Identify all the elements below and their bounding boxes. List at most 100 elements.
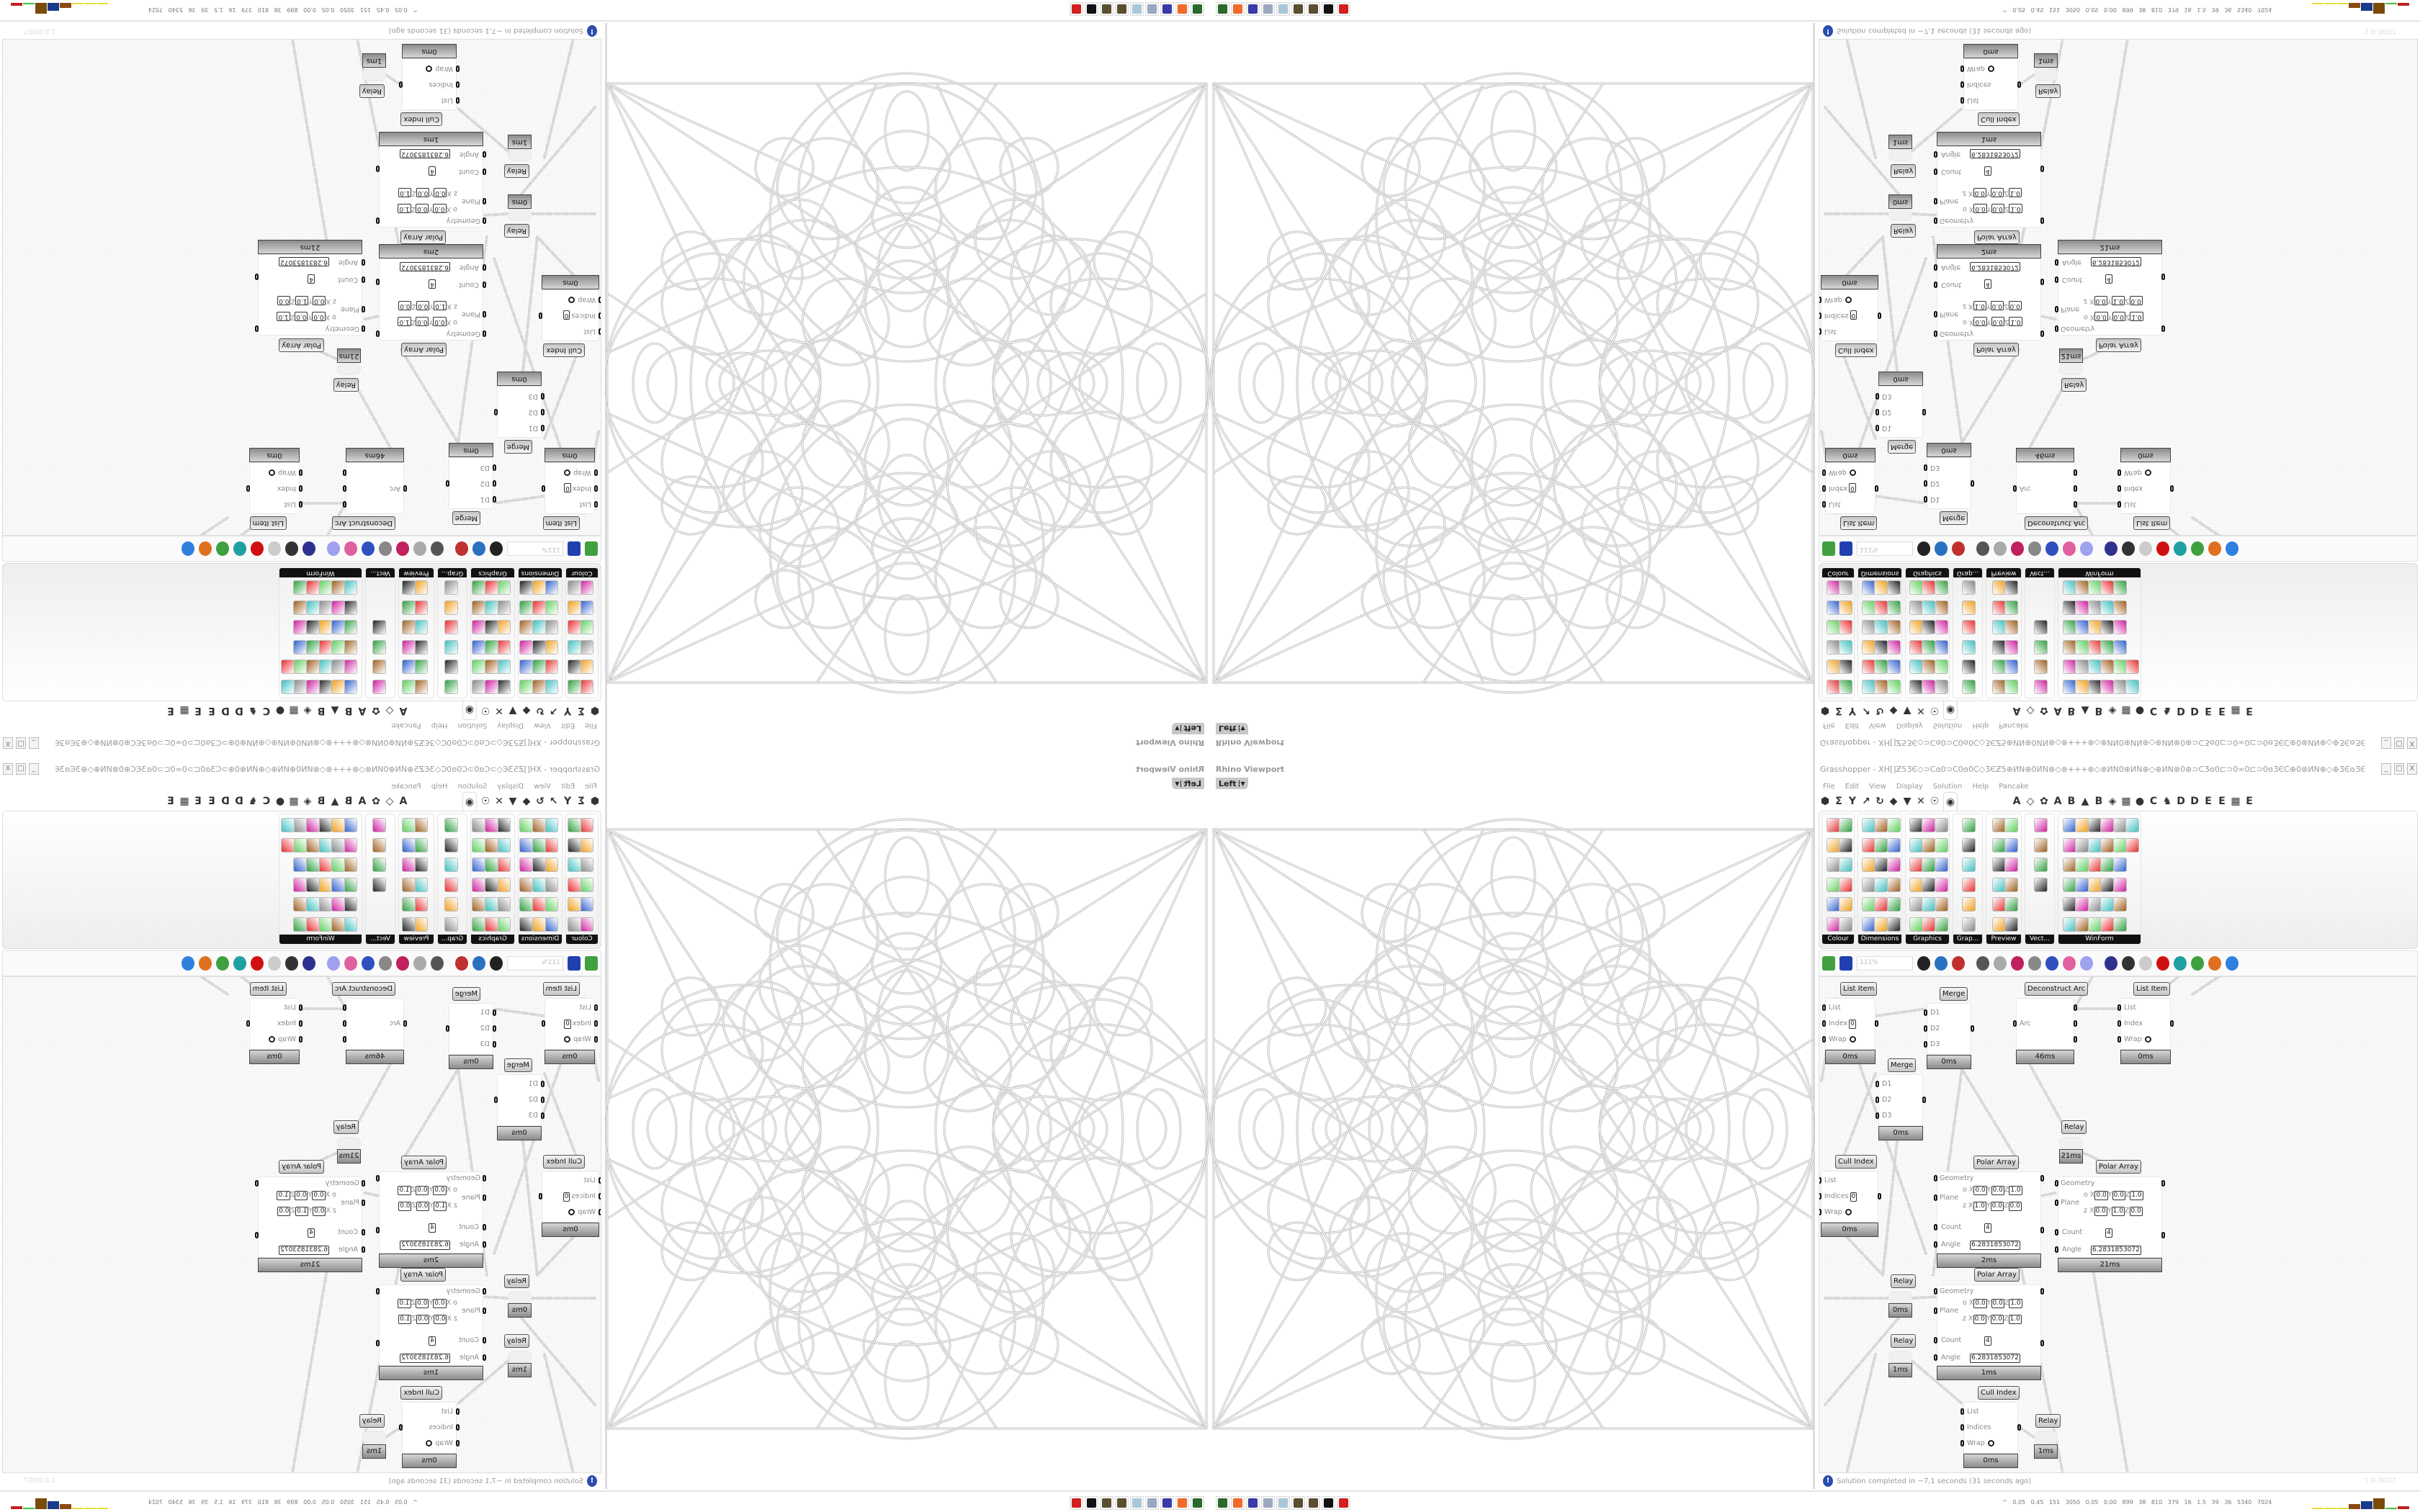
component-title[interactable]: List Item <box>1840 516 1878 530</box>
component-icon[interactable] <box>497 620 511 635</box>
component-icon[interactable] <box>1874 660 1888 675</box>
component-icon[interactable] <box>306 818 320 832</box>
input-param[interactable]: D3 <box>1930 1040 1940 1049</box>
orange-icon[interactable] <box>199 541 212 556</box>
teal-icon[interactable] <box>2174 541 2187 556</box>
shaded-icon[interactable] <box>285 541 298 556</box>
component-icon[interactable] <box>318 620 333 635</box>
input-grip[interactable] <box>483 1194 486 1201</box>
plane-plane_z-z[interactable]: 0.0 <box>2008 1202 2022 1211</box>
plane-plane_o-y[interactable]: 0.0 <box>416 317 429 326</box>
input-grip[interactable] <box>2013 1020 2017 1027</box>
component-title[interactable]: Relay <box>1891 164 1917 178</box>
tab-1[interactable]: Σ <box>578 705 585 716</box>
component-icon[interactable] <box>281 837 295 852</box>
tab-19[interactable]: ● <box>275 705 285 716</box>
input-param[interactable]: Geometry <box>447 1174 480 1183</box>
component-icon[interactable] <box>331 837 345 852</box>
component-icon[interactable] <box>444 877 458 892</box>
wrap-toggle[interactable] <box>1987 66 1994 72</box>
tab-24[interactable]: E <box>2205 796 2212 807</box>
tab-7[interactable]: ✕ <box>1917 796 1925 807</box>
taskbar-red-app-icon[interactable] <box>1337 2 1350 16</box>
component-icon[interactable] <box>2100 858 2114 872</box>
input-grip[interactable] <box>2055 306 2058 312</box>
component-icon[interactable] <box>532 818 546 832</box>
input-param[interactable]: Plane <box>1940 1307 1958 1315</box>
component-icon[interactable] <box>1886 837 1901 852</box>
component-icon[interactable] <box>568 640 581 654</box>
component-icon[interactable] <box>1934 818 1948 832</box>
input-param[interactable]: D3 <box>529 1112 538 1120</box>
output-grip[interactable] <box>2040 330 2044 337</box>
green-icon[interactable] <box>216 541 229 556</box>
plane-plane_o-z[interactable]: 1.0 <box>398 1299 411 1308</box>
input-param[interactable]: Angle <box>2062 258 2081 266</box>
component-icon[interactable] <box>2062 877 2076 892</box>
input-grip[interactable] <box>2118 1020 2121 1027</box>
ribbon-group-label[interactable]: Graphics <box>1906 935 1949 944</box>
component-icon[interactable] <box>472 680 486 694</box>
component-icon[interactable] <box>1934 660 1948 675</box>
open-file-icon[interactable] <box>585 956 598 971</box>
input-param[interactable]: Wrap <box>269 1035 296 1044</box>
component-icon[interactable] <box>532 917 546 932</box>
input-grip[interactable] <box>1924 464 1927 471</box>
component-icon[interactable] <box>532 580 546 595</box>
input-param[interactable]: List <box>579 1004 591 1012</box>
ribbon-group-label[interactable]: WinForm <box>279 568 362 577</box>
plane-plane_o-z[interactable]: 1.0 <box>277 312 290 321</box>
tab-5[interactable]: ◆ <box>1889 705 1898 716</box>
component-icon[interactable] <box>1839 837 1852 852</box>
tab-10[interactable]: A <box>399 705 408 716</box>
component-icon[interactable] <box>306 858 320 872</box>
component-icon[interactable] <box>580 680 594 694</box>
component-icon[interactable] <box>331 640 345 654</box>
tab-19[interactable]: ● <box>2135 796 2145 807</box>
component-icon[interactable] <box>580 620 594 635</box>
menu-help[interactable]: Help <box>431 721 448 729</box>
component-icon[interactable] <box>402 620 416 635</box>
component-icon[interactable] <box>1861 580 1876 595</box>
component-icon[interactable] <box>414 600 429 615</box>
input-param[interactable]: D2 <box>529 408 538 416</box>
component-title[interactable]: Relay <box>2061 1120 2087 1134</box>
input-param[interactable]: List <box>2124 1004 2136 1012</box>
component-icon[interactable] <box>568 858 581 872</box>
component-title[interactable]: Polar Array <box>400 230 446 244</box>
component-icon[interactable] <box>1839 620 1852 635</box>
component-icon[interactable] <box>2004 580 2018 595</box>
component-icon[interactable] <box>1922 600 1936 615</box>
plane-plane_z-y[interactable]: 0.0 <box>416 301 430 310</box>
component-icon[interactable] <box>1826 858 1840 872</box>
tab-2[interactable]: Y <box>1848 705 1857 716</box>
plane-plane_o-x[interactable]: 0.0 <box>433 1186 447 1195</box>
green-icon[interactable] <box>2191 956 2204 971</box>
plane-values[interactable]: o X0.0Y0.0Z1.0 <box>398 317 457 326</box>
input-param[interactable]: Indices0 <box>563 310 596 320</box>
input-grip[interactable] <box>483 198 486 204</box>
component-title[interactable]: Merge <box>503 1058 532 1072</box>
input-param[interactable]: Index0 <box>564 1020 591 1029</box>
ribbon-group-label[interactable]: Graphics <box>471 935 514 944</box>
input-param[interactable]: D2 <box>1882 1096 1891 1104</box>
ribbon-group-label[interactable]: Preview <box>1986 568 2021 577</box>
tab-20[interactable]: C <box>2149 705 2158 716</box>
input-param[interactable]: List <box>1829 1004 1841 1012</box>
component-icon[interactable] <box>580 837 594 852</box>
input-grip[interactable] <box>1822 1020 1826 1027</box>
component-icon[interactable] <box>2062 858 2076 872</box>
red-preview-icon[interactable] <box>2156 541 2169 556</box>
component-icon[interactable] <box>519 897 534 912</box>
plane-plane_o-y[interactable]: 0.0 <box>2112 1191 2125 1200</box>
taskbar-pinecone-icon[interactable] <box>1100 2 1113 16</box>
input-grip[interactable] <box>299 1020 302 1027</box>
taskbar-floppy-64-icon[interactable] <box>1160 1496 1174 1510</box>
tab-26[interactable]: ▦ <box>2231 796 2241 807</box>
menu-edit[interactable]: Edit <box>1845 721 1860 729</box>
input-grip[interactable] <box>299 469 302 476</box>
component-icon[interactable] <box>484 600 498 615</box>
component-title[interactable]: Cull Index <box>1978 1386 2020 1400</box>
wires-icon[interactable] <box>302 541 315 556</box>
index-value[interactable]: 0 <box>1849 1020 1856 1029</box>
